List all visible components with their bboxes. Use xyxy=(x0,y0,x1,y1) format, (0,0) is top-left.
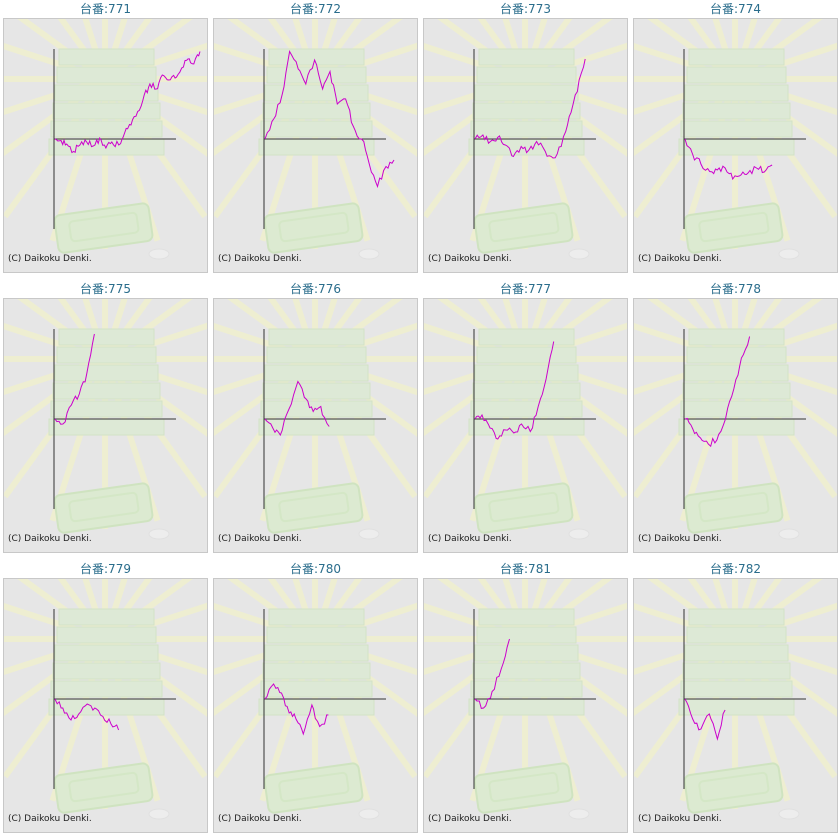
series-line xyxy=(474,58,586,159)
copyright-text: (C) Daikoku Denki. xyxy=(638,254,722,264)
payout-line-chart xyxy=(214,19,417,260)
background-art xyxy=(4,299,207,540)
payout-line-chart xyxy=(4,299,207,540)
payout-graph-panel[interactable]: (C) Daikoku Denki. xyxy=(213,18,418,273)
series-line xyxy=(54,698,120,731)
background-art xyxy=(634,579,837,820)
machine-number-title[interactable]: 台番:779 xyxy=(80,562,131,576)
background-art xyxy=(214,579,417,820)
machine-cell: 台番:775 (C) Daikoku Denki. xyxy=(3,280,208,555)
machine-number-title[interactable]: 台番:773 xyxy=(500,2,551,16)
payout-graph-panel[interactable]: (C) Daikoku Denki. xyxy=(423,298,628,553)
payout-line-chart xyxy=(214,579,417,820)
background-art xyxy=(424,19,627,260)
machine-number-title[interactable]: 台番:777 xyxy=(500,282,551,296)
payout-graph-panel[interactable]: (C) Daikoku Denki. xyxy=(3,18,208,273)
machine-number-title[interactable]: 台番:782 xyxy=(710,562,761,576)
payout-line-chart xyxy=(634,19,837,260)
copyright-text: (C) Daikoku Denki. xyxy=(218,254,302,264)
series-line xyxy=(264,683,329,736)
payout-line-chart xyxy=(634,579,837,820)
copyright-text: (C) Daikoku Denki. xyxy=(8,814,92,824)
payout-graph-panel[interactable]: (C) Daikoku Denki. xyxy=(213,578,418,833)
copyright-text: (C) Daikoku Denki. xyxy=(8,534,92,544)
machine-cell: 台番:773 (C) Daikoku Denki. xyxy=(423,0,628,275)
series-line xyxy=(264,50,395,189)
copyright-text: (C) Daikoku Denki. xyxy=(638,814,722,824)
series-line xyxy=(474,341,555,440)
payout-line-chart xyxy=(424,579,627,820)
background-art xyxy=(4,579,207,820)
series-line xyxy=(684,698,726,741)
series-line xyxy=(684,138,773,181)
payout-graph-panel[interactable]: (C) Daikoku Denki. xyxy=(633,298,838,553)
background-art xyxy=(634,299,837,540)
machine-number-title[interactable]: 台番:776 xyxy=(290,282,341,296)
copyright-text: (C) Daikoku Denki. xyxy=(8,254,92,264)
machine-cell: 台番:778 (C) Daikoku Denki. xyxy=(633,280,838,555)
copyright-text: (C) Daikoku Denki. xyxy=(428,814,512,824)
series-line xyxy=(54,333,95,425)
series-line xyxy=(54,51,201,154)
machine-cell: 台番:771 (C) Daikoku Denki. xyxy=(3,0,208,275)
copyright-text: (C) Daikoku Denki. xyxy=(428,534,512,544)
machine-number-title[interactable]: 台番:781 xyxy=(500,562,551,576)
machine-cell: 台番:780 (C) Daikoku Denki. xyxy=(213,560,418,835)
machine-number-title[interactable]: 台番:778 xyxy=(710,282,761,296)
payout-line-chart xyxy=(4,579,207,820)
machine-number-title[interactable]: 台番:774 xyxy=(710,2,761,16)
payout-graph-panel[interactable]: (C) Daikoku Denki. xyxy=(423,18,628,273)
series-line xyxy=(264,380,330,437)
background-art xyxy=(4,19,207,260)
copyright-text: (C) Daikoku Denki. xyxy=(428,254,512,264)
background-art xyxy=(424,579,627,820)
machine-cell: 台番:774 (C) Daikoku Denki. xyxy=(633,0,838,275)
payout-line-chart xyxy=(424,299,627,540)
series-line xyxy=(474,638,510,709)
payout-graph-panel[interactable]: (C) Daikoku Denki. xyxy=(213,298,418,553)
payout-line-chart xyxy=(214,299,417,540)
machine-cell: 台番:779 (C) Daikoku Denki. xyxy=(3,560,208,835)
background-art xyxy=(634,19,837,260)
background-art xyxy=(424,299,627,540)
copyright-text: (C) Daikoku Denki. xyxy=(218,814,302,824)
payout-line-chart xyxy=(634,299,837,540)
payout-graph-panel[interactable]: (C) Daikoku Denki. xyxy=(3,298,208,553)
background-art xyxy=(214,19,417,260)
machine-number-title[interactable]: 台番:771 xyxy=(80,2,131,16)
series-line xyxy=(684,336,751,448)
payout-line-chart xyxy=(4,19,207,260)
payout-graph-panel[interactable]: (C) Daikoku Denki. xyxy=(633,578,838,833)
payout-graph-panel[interactable]: (C) Daikoku Denki. xyxy=(3,578,208,833)
machine-cell: 台番:777 (C) Daikoku Denki. xyxy=(423,280,628,555)
payout-graph-panel[interactable]: (C) Daikoku Denki. xyxy=(423,578,628,833)
payout-line-chart xyxy=(424,19,627,260)
copyright-text: (C) Daikoku Denki. xyxy=(638,534,722,544)
machine-cell: 台番:782 (C) Daikoku Denki. xyxy=(633,560,838,835)
machine-cell: 台番:781 (C) Daikoku Denki. xyxy=(423,560,628,835)
machine-number-title[interactable]: 台番:775 xyxy=(80,282,131,296)
copyright-text: (C) Daikoku Denki. xyxy=(218,534,302,544)
payout-graph-panel[interactable]: (C) Daikoku Denki. xyxy=(633,18,838,273)
background-art xyxy=(214,299,417,540)
machine-cell: 台番:776 (C) Daikoku Denki. xyxy=(213,280,418,555)
machine-number-title[interactable]: 台番:772 xyxy=(290,2,341,16)
machine-number-title[interactable]: 台番:780 xyxy=(290,562,341,576)
machine-cell: 台番:772 (C) Daikoku Denki. xyxy=(213,0,418,275)
